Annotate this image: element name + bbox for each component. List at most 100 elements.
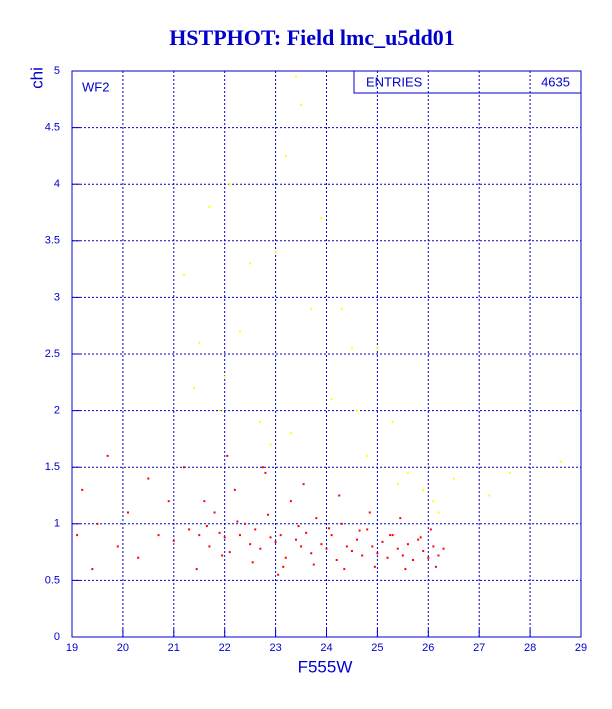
point [76,534,79,537]
point [249,262,252,265]
x-tick-label: 29 [575,642,587,654]
point [422,549,425,552]
y-tick-label: 1.5 [45,461,60,473]
point [340,307,343,310]
x-tick-label: 21 [168,642,180,654]
point [356,538,359,541]
point [251,561,254,564]
point [345,545,348,548]
point [404,568,407,571]
point [368,511,371,514]
point [294,75,297,78]
point [261,466,264,469]
x-tick-label: 28 [524,642,536,654]
point [432,500,435,503]
point [559,460,562,463]
point [437,554,440,557]
point [328,527,331,530]
point [195,568,198,571]
point [442,547,445,550]
point [320,217,323,220]
point [427,556,430,559]
point [244,522,247,525]
x-tick-label: 25 [371,642,383,654]
point [96,522,99,525]
point [350,347,353,350]
point [406,471,409,474]
point [284,154,287,157]
point [205,525,208,528]
point [406,543,409,546]
point [279,534,282,537]
point [419,536,422,539]
x-tick-label: 23 [269,642,281,654]
point [147,477,150,480]
point [213,511,216,514]
point [289,500,292,503]
point [238,330,241,333]
y-tick-label: 4.5 [45,122,60,134]
point [371,545,374,548]
y-axis-label: chi [27,67,46,89]
point [208,545,211,548]
point [452,477,455,480]
point [366,454,369,457]
y-tick-label: 3.5 [45,235,60,247]
point [193,386,196,389]
point [218,409,221,412]
point [376,552,379,555]
point [223,375,226,378]
chart-title: HSTPHOT: Field lmc_u5dd01 [169,25,455,50]
point [266,513,269,516]
point [254,528,257,531]
x-tick-label: 26 [422,642,434,654]
point [356,409,359,412]
point [264,471,267,474]
point [198,534,201,537]
point [315,517,318,520]
point [330,398,333,401]
point [218,531,221,534]
point [320,543,323,546]
point [284,556,287,559]
point [338,494,341,497]
point [208,205,211,208]
point [361,554,364,557]
point [277,573,280,576]
point [335,559,338,562]
point [386,556,389,559]
x-tick-label: 27 [473,642,485,654]
point [259,420,262,423]
point [228,551,231,554]
point [437,511,440,514]
y-tick-label: 1 [54,518,60,530]
point [182,466,185,469]
point [376,347,379,350]
point [429,528,432,531]
point [167,500,170,503]
point [223,536,226,539]
point [350,549,353,552]
point [203,500,206,503]
point [343,568,346,571]
point [300,103,303,106]
point [172,539,175,542]
point [422,488,425,491]
point [488,494,491,497]
x-tick-label: 20 [117,642,129,654]
point [182,273,185,276]
point [305,531,308,534]
y-tick-label: 5 [54,65,60,77]
point [198,341,201,344]
point [389,534,392,537]
point [432,545,435,548]
point [157,534,160,537]
point [310,307,313,310]
point [412,559,415,562]
point [221,554,224,557]
plot-frame [71,70,582,638]
point [238,534,241,537]
y-tick-label: 0.5 [45,574,60,586]
y-tick-label: 2 [54,405,60,417]
